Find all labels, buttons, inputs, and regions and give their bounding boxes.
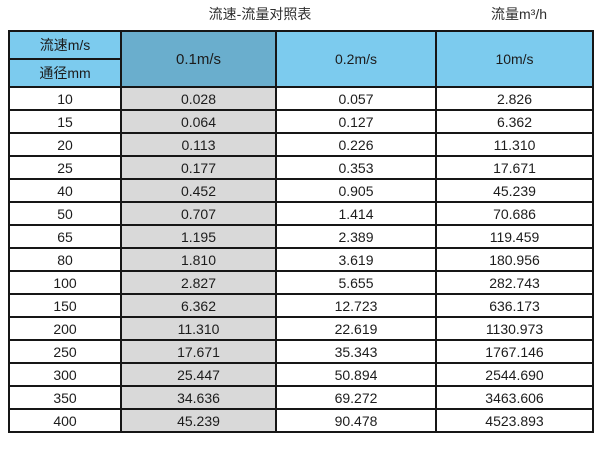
- table-row: 250 17.671 35.343 1767.146: [8, 339, 594, 364]
- value-cell-10ms: 1130.973: [435, 316, 594, 341]
- diameter-cell: 15: [8, 109, 122, 134]
- diameter-cell: 250: [8, 339, 122, 364]
- diameter-cell: 40: [8, 178, 122, 203]
- diameter-cell: 65: [8, 224, 122, 249]
- value-cell-10ms: 180.956: [435, 247, 594, 272]
- diameter-cell: 300: [8, 362, 122, 387]
- value-cell-10ms: 119.459: [435, 224, 594, 249]
- value-cell-0-2ms: 0.905: [275, 178, 437, 203]
- col-header-0-1ms: 0.1m/s: [120, 30, 277, 88]
- value-cell-0-2ms: 69.272: [275, 385, 437, 410]
- table-row: 40 0.452 0.905 45.239: [8, 178, 594, 203]
- value-cell-0-2ms: 3.619: [275, 247, 437, 272]
- diameter-cell: 100: [8, 270, 122, 295]
- value-cell-10ms: 3463.606: [435, 385, 594, 410]
- value-cell-0-1ms: 25.447: [120, 362, 277, 387]
- flow-rate-table: 流速m/s 0.1m/s 0.2m/s 10m/s 通径mm 10 0.028 …: [8, 30, 594, 433]
- value-cell-0-1ms: 0.452: [120, 178, 277, 203]
- table-row: 15 0.064 0.127 6.362: [8, 109, 594, 134]
- value-cell-0-2ms: 0.127: [275, 109, 437, 134]
- value-cell-0-1ms: 34.636: [120, 385, 277, 410]
- value-cell-0-1ms: 0.177: [120, 155, 277, 180]
- value-cell-0-2ms: 12.723: [275, 293, 437, 318]
- value-cell-0-1ms: 2.827: [120, 270, 277, 295]
- table-header: 流速m/s 0.1m/s 0.2m/s 10m/s 通径mm: [8, 30, 594, 88]
- value-cell-0-2ms: 5.655: [275, 270, 437, 295]
- value-cell-10ms: 282.743: [435, 270, 594, 295]
- table-row: 80 1.810 3.619 180.956: [8, 247, 594, 272]
- diameter-cell: 200: [8, 316, 122, 341]
- table-title: 流速-流量对照表: [208, 6, 312, 22]
- value-cell-0-1ms: 0.707: [120, 201, 277, 226]
- value-cell-10ms: 11.310: [435, 132, 594, 157]
- value-cell-0-2ms: 90.478: [275, 408, 437, 433]
- diameter-cell: 50: [8, 201, 122, 226]
- diameter-cell: 350: [8, 385, 122, 410]
- value-cell-0-1ms: 1.195: [120, 224, 277, 249]
- col-header-10ms: 10m/s: [435, 30, 594, 88]
- corner-cell-diameter: 通径mm: [8, 58, 122, 88]
- corner-cell-velocity: 流速m/s: [8, 30, 122, 60]
- value-cell-10ms: 6.362: [435, 109, 594, 134]
- table-row: 25 0.177 0.353 17.671: [8, 155, 594, 180]
- caption-bar: 流速-流量对照表 流量m³/h: [0, 0, 600, 30]
- value-cell-0-1ms: 6.362: [120, 293, 277, 318]
- header-row-top: 流速m/s 0.1m/s 0.2m/s 10m/s: [8, 30, 594, 88]
- diameter-cell: 25: [8, 155, 122, 180]
- table-row: 350 34.636 69.272 3463.606: [8, 385, 594, 410]
- table-row: 50 0.707 1.414 70.686: [8, 201, 594, 226]
- table-row: 100 2.827 5.655 282.743: [8, 270, 594, 295]
- value-cell-0-1ms: 11.310: [120, 316, 277, 341]
- value-cell-0-2ms: 1.414: [275, 201, 437, 226]
- table-row: 20 0.113 0.226 11.310: [8, 132, 594, 157]
- value-cell-10ms: 70.686: [435, 201, 594, 226]
- table-row: 150 6.362 12.723 636.173: [8, 293, 594, 318]
- value-cell-0-1ms: 0.113: [120, 132, 277, 157]
- value-cell-0-2ms: 0.226: [275, 132, 437, 157]
- diameter-cell: 150: [8, 293, 122, 318]
- flow-unit-label: 流量m³/h: [491, 6, 547, 22]
- table-body: 10 0.028 0.057 2.826 15 0.064 0.127 6.36…: [8, 86, 594, 433]
- value-cell-0-2ms: 2.389: [275, 224, 437, 249]
- value-cell-0-2ms: 35.343: [275, 339, 437, 364]
- value-cell-10ms: 636.173: [435, 293, 594, 318]
- value-cell-0-1ms: 0.028: [120, 86, 277, 111]
- table-row: 65 1.195 2.389 119.459: [8, 224, 594, 249]
- col-header-0-2ms: 0.2m/s: [275, 30, 437, 88]
- diameter-cell: 10: [8, 86, 122, 111]
- table-row: 400 45.239 90.478 4523.893: [8, 408, 594, 433]
- value-cell-10ms: 2.826: [435, 86, 594, 111]
- header-row-bottom: 通径mm: [8, 58, 593, 88]
- table-row: 300 25.447 50.894 2544.690: [8, 362, 594, 387]
- value-cell-10ms: 2544.690: [435, 362, 594, 387]
- value-cell-10ms: 1767.146: [435, 339, 594, 364]
- value-cell-0-2ms: 0.353: [275, 155, 437, 180]
- value-cell-0-1ms: 17.671: [120, 339, 277, 364]
- value-cell-0-2ms: 50.894: [275, 362, 437, 387]
- value-cell-0-1ms: 1.810: [120, 247, 277, 272]
- value-cell-10ms: 17.671: [435, 155, 594, 180]
- table-row: 200 11.310 22.619 1130.973: [8, 316, 594, 341]
- value-cell-0-2ms: 0.057: [275, 86, 437, 111]
- value-cell-0-1ms: 0.064: [120, 109, 277, 134]
- value-cell-10ms: 45.239: [435, 178, 594, 203]
- diameter-cell: 400: [8, 408, 122, 433]
- value-cell-0-1ms: 45.239: [120, 408, 277, 433]
- diameter-cell: 20: [8, 132, 122, 157]
- value-cell-0-2ms: 22.619: [275, 316, 437, 341]
- value-cell-10ms: 4523.893: [435, 408, 594, 433]
- table-row: 10 0.028 0.057 2.826: [8, 86, 594, 111]
- diameter-cell: 80: [8, 247, 122, 272]
